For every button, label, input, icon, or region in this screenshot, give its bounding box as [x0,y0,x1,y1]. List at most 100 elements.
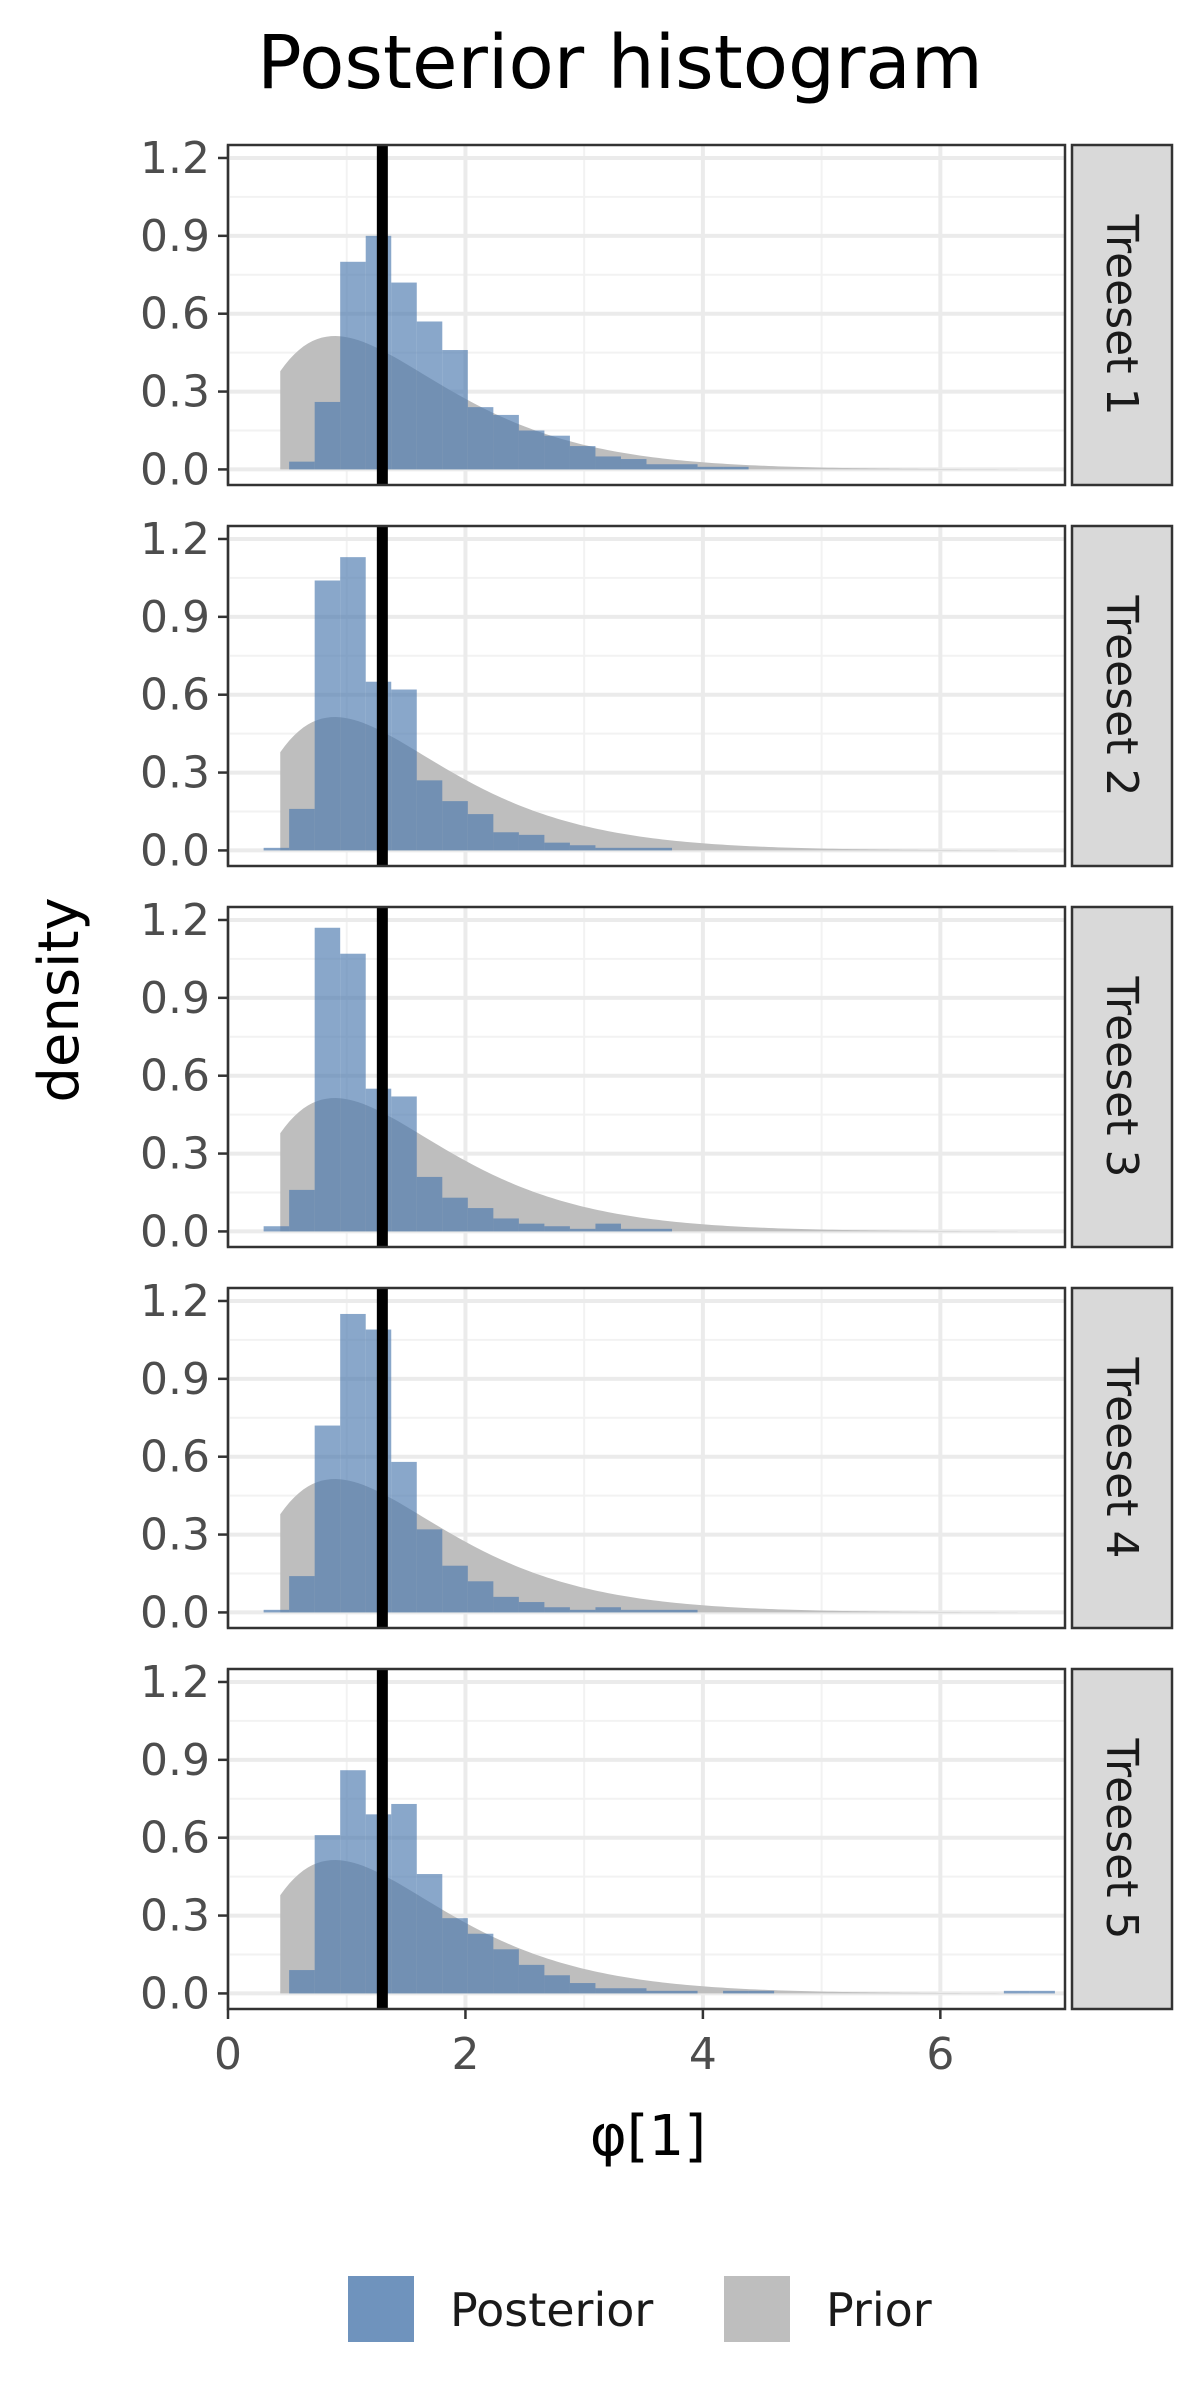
y-tick-label: 0.6 [140,1051,210,1102]
legend: Posterior Prior [348,2276,932,2342]
x-tick-label: 6 [926,2029,954,2080]
panel-border [226,1667,1067,2011]
posterior-bar [569,1983,596,1994]
y-tick-label: 0.3 [140,748,210,799]
panel-border [226,143,1067,487]
posterior-bar [646,847,673,851]
posterior-bar [595,847,621,851]
posterior-bar [340,1313,366,1613]
posterior-bar [263,1609,290,1613]
posterior-bar [544,435,570,470]
posterior-bar [416,1874,443,1994]
chart-title: Posterior histogram [257,20,983,106]
posterior-bar [416,780,443,851]
posterior-bar [467,407,494,470]
posterior-bar [620,1988,647,1994]
posterior-bar [314,927,341,1232]
legend-swatch [348,2276,414,2342]
posterior-bar [289,808,315,851]
facet-panel: 0.0 0.3 0.6 0.9 1.2 Treeset 3 [140,895,1174,1257]
posterior-bar [416,1176,443,1232]
legend-swatch [724,2276,790,2342]
posterior-bar [314,1425,341,1613]
y-tick-label: 0.3 [140,1129,210,1180]
posterior-bar [595,1988,621,1994]
y-tick-label: 0.6 [140,1432,210,1483]
posterior-bar [493,1949,519,1994]
posterior-bar [289,461,315,470]
posterior-bar [595,1607,621,1613]
posterior-bar [672,1609,698,1613]
y-axis-label: density [27,897,92,1102]
y-tick-label: 1.2 [140,895,210,946]
posterior-bar [416,321,443,470]
posterior-bar [620,847,647,851]
posterior-bar [493,1218,519,1232]
posterior-bar [391,1096,417,1232]
x-tick-label: 2 [451,2029,479,2080]
posterior-bar [289,1576,315,1613]
posterior-bar [569,1228,596,1232]
posterior-bar [569,845,596,851]
posterior-bar [289,1189,315,1232]
x-tick-label: 0 [214,2029,242,2080]
y-tick-label: 0.9 [140,1354,210,1405]
posterior-bar [391,282,417,470]
posterior-bar [340,953,366,1232]
facet-strip [1070,143,1174,487]
y-tick-label: 1.2 [140,1657,210,1708]
y-tick-label: 0.3 [140,1510,210,1561]
posterior-bar [493,832,519,851]
posterior-bar [467,1208,494,1232]
facet-strip-label: Treeset 2 [1096,595,1147,797]
posterior-bar [493,1596,519,1613]
posterior-bar [646,1990,673,1994]
posterior-bar [518,430,545,470]
posterior-bar [672,1990,698,1994]
facet-panel: 0.0 0.3 0.6 0.9 1.2 Treeset 1 [140,133,1174,495]
posterior-bar [467,814,494,851]
posterior-bar [314,401,341,470]
posterior-bar [442,350,468,470]
y-tick-label: 0.6 [140,289,210,340]
facet-strip [1070,524,1174,868]
posterior-bar [595,1223,621,1232]
posterior-bar [442,1565,468,1613]
posterior-bar [646,1228,673,1232]
legend-label: Prior [826,2283,932,2337]
y-tick-label: 0.3 [140,1891,210,1942]
y-tick-label: 0.9 [140,973,210,1024]
posterior-bar [442,801,468,851]
posterior-bar [620,1609,647,1613]
posterior-bar [518,1223,545,1232]
posterior-bar [314,580,341,851]
facet-strip [1070,905,1174,1249]
panel-border [226,905,1067,1249]
x-axis: 0 2 4 6 [214,2009,954,2080]
posterior-bar [289,1970,315,1994]
posterior-bar [672,464,698,470]
posterior-bar [1029,1990,1055,1994]
posterior-bar [391,1803,417,1994]
posterior-bar [723,466,749,470]
posterior-bar [569,446,596,470]
facet-strip-label: Treeset 1 [1096,214,1147,416]
posterior-bar [544,1607,570,1613]
posterior-bar [263,847,290,851]
panel-border [226,1286,1067,1630]
y-tick-label: 1.2 [140,514,210,565]
posterior-bar [518,1602,545,1613]
posterior-bar [723,1990,749,1994]
facet-panels: 0.0 0.3 0.6 0.9 1.2 Treeset 1 0.0 0.3 0.6 0.9 1.2 T… [140,133,1174,2019]
facet-panel: 0.0 0.3 0.6 0.9 1.2 Treeset 4 [140,1276,1174,1638]
legend-label: Posterior [450,2283,653,2337]
posterior-bar [442,1918,468,1994]
posterior-bar [569,1609,596,1613]
posterior-bar [442,1197,468,1232]
posterior-bar [340,557,366,851]
posterior-bar [620,1228,647,1232]
posterior-bar [314,1835,341,1994]
posterior-bar [646,1609,673,1613]
posterior-bar [620,459,647,470]
